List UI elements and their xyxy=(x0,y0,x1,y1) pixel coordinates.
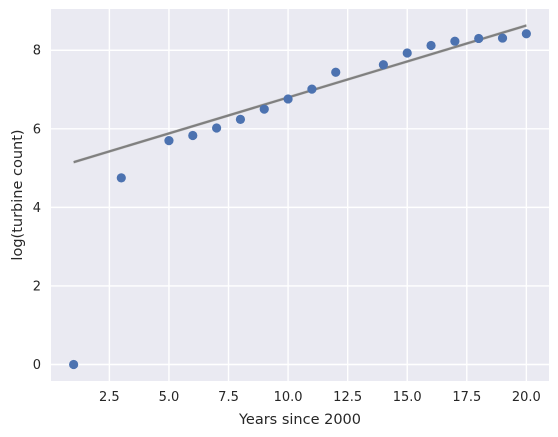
x-tick-label: 7.5 xyxy=(218,390,239,405)
regression-line xyxy=(73,24,527,164)
grid xyxy=(51,9,549,381)
data-point xyxy=(116,173,126,183)
data-points xyxy=(69,29,531,370)
y-axis-label: log(turbine count) xyxy=(10,129,26,260)
x-tick-label: 20.0 xyxy=(512,390,541,405)
x-tick-label: 2.5 xyxy=(99,390,120,405)
data-point xyxy=(259,104,269,114)
y-tick-label: 4 xyxy=(33,201,41,216)
y-tick-label: 0 xyxy=(33,358,41,373)
data-point xyxy=(474,33,484,44)
data-point xyxy=(426,40,436,51)
data-point xyxy=(188,130,198,141)
y-tick-label: 2 xyxy=(33,279,41,294)
x-tick-labels: 2.5 5.0 7.5 10.0 12.5 15.0 17.5 20.0 xyxy=(99,390,541,405)
data-point xyxy=(307,84,317,94)
data-point xyxy=(164,135,174,146)
data-point xyxy=(521,29,531,39)
x-tick-label: 5.0 xyxy=(159,390,180,405)
x-tick-label: 15.0 xyxy=(393,390,422,405)
data-point xyxy=(331,67,341,77)
x-tick-label: 17.5 xyxy=(452,390,481,405)
x-axis-label: Years since 2000 xyxy=(238,412,361,428)
data-point xyxy=(450,36,460,46)
y-tick-labels: 0 2 4 6 8 xyxy=(33,44,41,373)
x-tick-label: 12.5 xyxy=(333,390,362,405)
data-point xyxy=(235,114,246,124)
y-tick-label: 8 xyxy=(33,44,41,59)
data-point xyxy=(283,94,293,104)
data-point xyxy=(378,60,388,70)
data-point xyxy=(69,359,79,370)
data-point xyxy=(212,123,222,133)
data-point xyxy=(497,33,508,43)
data-point xyxy=(402,48,412,58)
plot-area xyxy=(51,9,549,381)
x-tick-label: 10.0 xyxy=(274,390,303,405)
regression-line-layer xyxy=(73,24,527,164)
y-tick-label: 6 xyxy=(33,122,41,137)
